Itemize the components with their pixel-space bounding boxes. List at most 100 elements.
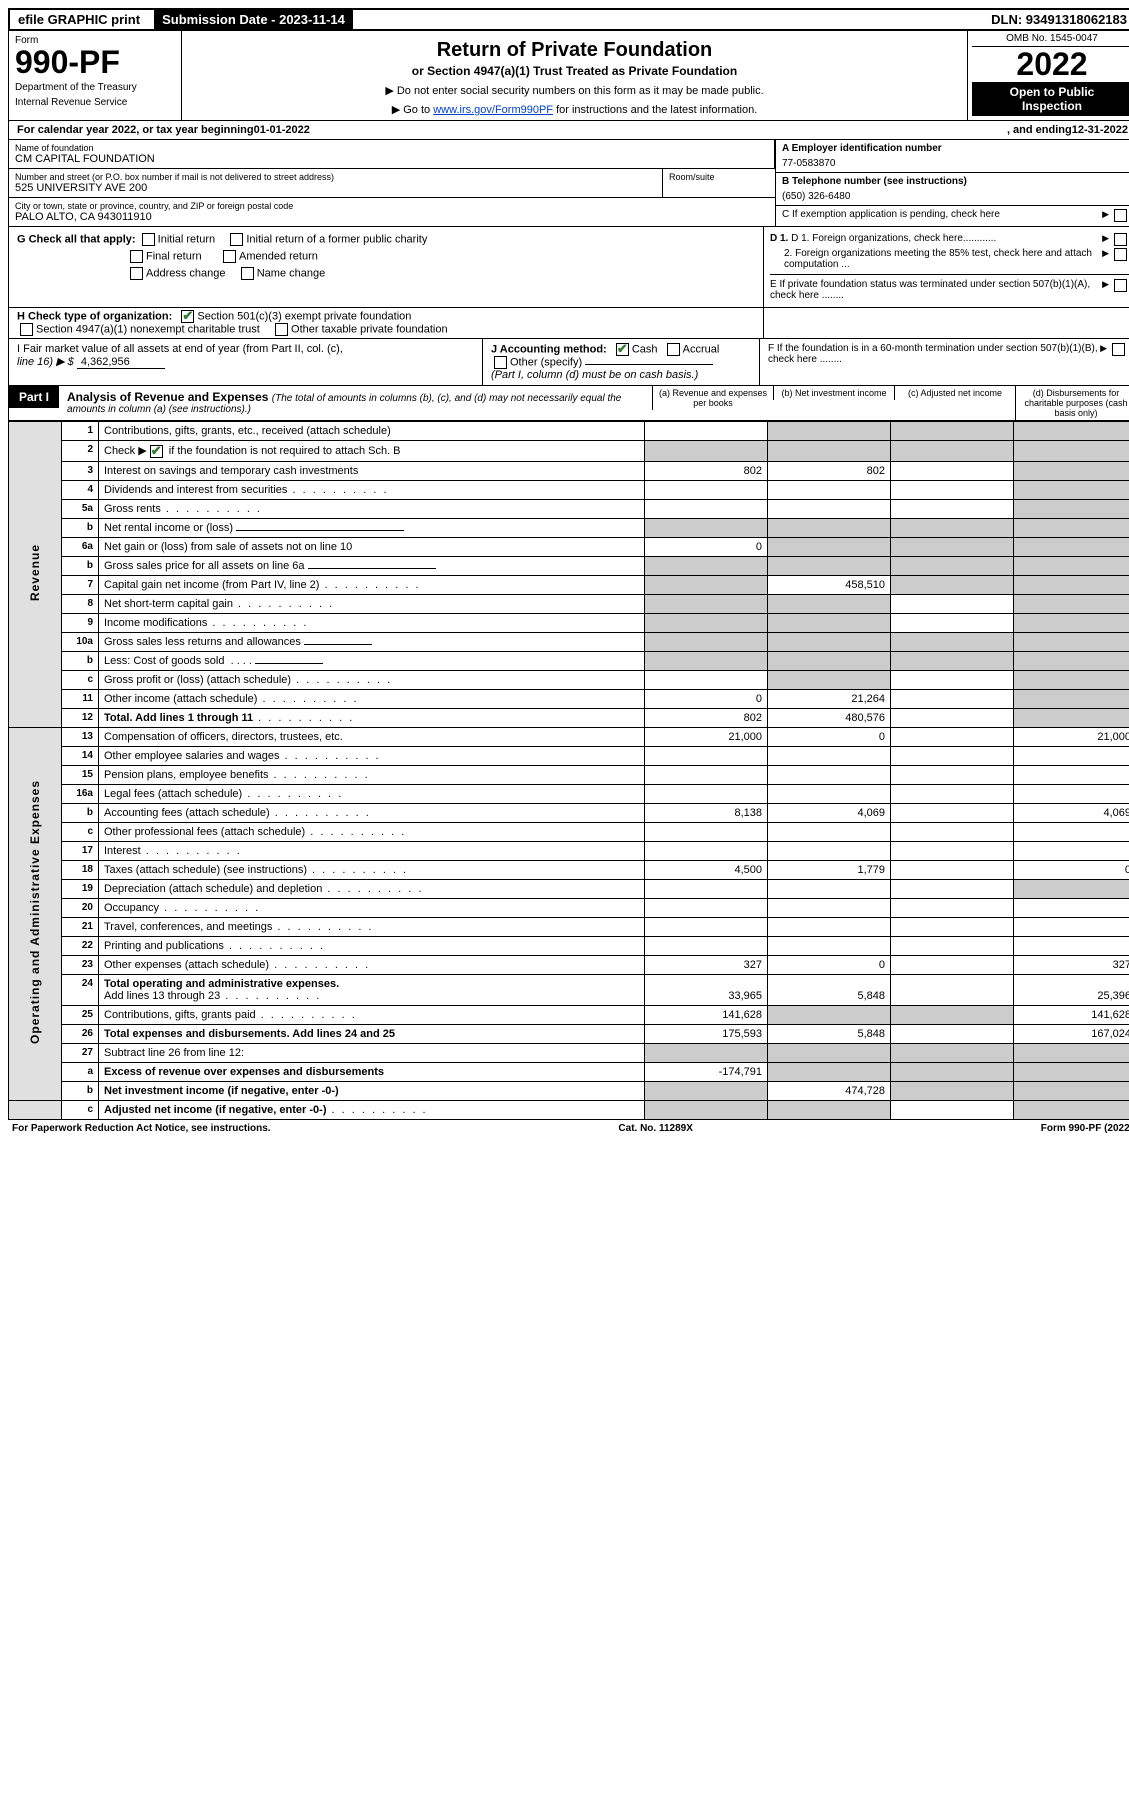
revenue-side-label: Revenue: [28, 544, 42, 601]
e-label: E If private foundation status was termi…: [770, 279, 1102, 301]
i-label-a: I Fair market value of all assets at end…: [17, 343, 343, 355]
j-accrual-checkbox[interactable]: [667, 343, 680, 356]
form-number: 990-PF: [15, 46, 175, 78]
efile-label[interactable]: efile GRAPHIC print: [10, 10, 148, 29]
i-label-b: line 16) ▶ $: [17, 356, 74, 368]
j-other-field[interactable]: [585, 364, 713, 365]
g-address-change-checkbox[interactable]: [130, 267, 143, 280]
j-label: J Accounting method:: [491, 343, 607, 355]
table-row: 5aGross rents: [9, 499, 1129, 518]
table-row: 7Capital gain net income (from Part IV, …: [9, 575, 1129, 594]
table-row: bNet investment income (if negative, ent…: [9, 1081, 1129, 1100]
check-section-g: G Check all that apply: Initial return I…: [8, 227, 1129, 308]
table-row: 3Interest on savings and temporary cash …: [9, 461, 1129, 480]
table-row: 20Occupancy: [9, 898, 1129, 917]
g-initial-former-checkbox[interactable]: [230, 233, 243, 246]
dept-irs: Internal Revenue Service: [15, 97, 175, 108]
f-label: F If the foundation is in a 60-month ter…: [768, 343, 1100, 365]
table-row: 8Net short-term capital gain: [9, 594, 1129, 613]
city-label: City or town, state or province, country…: [15, 201, 769, 211]
g-label: G Check all that apply:: [17, 233, 136, 245]
h-label: H Check type of organization:: [17, 310, 172, 322]
table-row: Revenue 1Contributions, gifts, grants, e…: [9, 422, 1129, 441]
table-row: bNet rental income or (loss): [9, 518, 1129, 537]
table-row: 27Subtract line 26 from line 12:: [9, 1043, 1129, 1062]
footer: For Paperwork Reduction Act Notice, see …: [8, 1120, 1129, 1134]
c-checkbox[interactable]: [1114, 209, 1127, 222]
col-a-head: (a) Revenue and expenses per books: [652, 386, 773, 410]
phone-value: (650) 326-6480: [782, 187, 1129, 202]
h-4947-checkbox[interactable]: [20, 323, 33, 336]
f-checkbox[interactable]: [1112, 343, 1125, 356]
ijf-row: I Fair market value of all assets at end…: [8, 339, 1129, 386]
d2-checkbox[interactable]: [1114, 248, 1127, 261]
footer-left: For Paperwork Reduction Act Notice, see …: [12, 1123, 271, 1134]
table-row: bLess: Cost of goods sold . . . .: [9, 651, 1129, 670]
calendar-year-row: For calendar year 2022, or tax year begi…: [8, 121, 1129, 140]
instr-2a: ▶ Go to: [392, 104, 433, 116]
instr-1: ▶ Do not enter social security numbers o…: [190, 84, 959, 97]
d1-checkbox[interactable]: [1114, 233, 1127, 246]
table-row: 25Contributions, gifts, grants paid141,6…: [9, 1005, 1129, 1024]
foundation-info: Name of foundation CM CAPITAL FOUNDATION…: [8, 140, 1129, 227]
j-cash-checkbox[interactable]: [616, 343, 629, 356]
h-501c3-checkbox[interactable]: [181, 310, 194, 323]
h-other-taxable-checkbox[interactable]: [275, 323, 288, 336]
part-title: Analysis of Revenue and Expenses (The to…: [59, 386, 652, 419]
table-row: Operating and Administrative Expenses 13…: [9, 727, 1129, 746]
g-amended-return-checkbox[interactable]: [223, 250, 236, 263]
col-d-head: (d) Disbursements for charitable purpose…: [1015, 386, 1129, 420]
part-i-header: Part I Analysis of Revenue and Expenses …: [8, 386, 1129, 421]
table-row: bGross sales price for all assets on lin…: [9, 556, 1129, 575]
footer-cat: Cat. No. 11289X: [271, 1123, 1041, 1134]
table-row: 26Total expenses and disbursements. Add …: [9, 1024, 1129, 1043]
table-row: 15Pension plans, employee benefits: [9, 765, 1129, 784]
table-row: 9Income modifications: [9, 613, 1129, 632]
table-row: 23Other expenses (attach schedule)327032…: [9, 955, 1129, 974]
d2-label: 2. Foreign organizations meeting the 85%…: [770, 248, 1102, 270]
j-other-checkbox[interactable]: [494, 356, 507, 369]
table-row: 4Dividends and interest from securities: [9, 480, 1129, 499]
j-note: (Part I, column (d) must be on cash basi…: [491, 369, 698, 381]
form-subtitle: or Section 4947(a)(1) Trust Treated as P…: [190, 64, 959, 78]
table-row: 10aGross sales less returns and allowanc…: [9, 632, 1129, 651]
dln: DLN: 93491318062183: [991, 12, 1129, 27]
table-row: 14Other employee salaries and wages: [9, 746, 1129, 765]
table-row: 16aLegal fees (attach schedule): [9, 784, 1129, 803]
room-label: Room/suite: [669, 172, 769, 182]
g-final-return-checkbox[interactable]: [130, 250, 143, 263]
table-row: 21Travel, conferences, and meetings: [9, 917, 1129, 936]
table-row: 19Depreciation (attach schedule) and dep…: [9, 879, 1129, 898]
table-row: cOther professional fees (attach schedul…: [9, 822, 1129, 841]
tax-year-begin: 01-01-2022: [254, 124, 310, 136]
table-row: 17Interest: [9, 841, 1129, 860]
e-checkbox[interactable]: [1114, 279, 1127, 292]
tax-year: 2022: [972, 47, 1129, 82]
table-row: 24Total operating and administrative exp…: [9, 974, 1129, 1005]
table-row: 6aNet gain or (loss) from sale of assets…: [9, 537, 1129, 556]
table-row: bAccounting fees (attach schedule)8,1384…: [9, 803, 1129, 822]
expenses-side-label: Operating and Administrative Expenses: [28, 780, 42, 1044]
table-row: 12Total. Add lines 1 through 11802480,57…: [9, 708, 1129, 727]
g-name-change-checkbox[interactable]: [241, 267, 254, 280]
arrow-icon: [1102, 209, 1111, 222]
table-row: aExcess of revenue over expenses and dis…: [9, 1062, 1129, 1081]
col-b-head: (b) Net investment income: [773, 386, 894, 400]
header-center: Return of Private Foundation or Section …: [182, 31, 967, 120]
addr-label: Number and street (or P.O. box number if…: [15, 172, 656, 182]
g-initial-return-checkbox[interactable]: [142, 233, 155, 246]
table-row: cGross profit or (loss) (attach schedule…: [9, 670, 1129, 689]
form-header: Form 990-PF Department of the Treasury I…: [8, 31, 1129, 121]
name-label: Name of foundation: [15, 143, 768, 153]
part-label: Part I: [9, 386, 59, 408]
phone-label: B Telephone number (see instructions): [782, 176, 1129, 187]
ein-value: 77-0583870: [782, 154, 1129, 169]
footer-form: Form 990-PF (2022): [1041, 1123, 1129, 1134]
tax-year-end: 12-31-2022: [1072, 124, 1128, 136]
open-to-public: Open to Public Inspection: [972, 82, 1129, 116]
form990pf-link[interactable]: www.irs.gov/Form990PF: [433, 104, 553, 116]
top-bar: efile GRAPHIC print Submission Date - 20…: [8, 8, 1129, 31]
g-row: G Check all that apply: Initial return I…: [17, 233, 755, 246]
sch-b-checkbox[interactable]: [150, 445, 163, 458]
header-right: OMB No. 1545-0047 2022 Open to Public In…: [967, 31, 1129, 120]
